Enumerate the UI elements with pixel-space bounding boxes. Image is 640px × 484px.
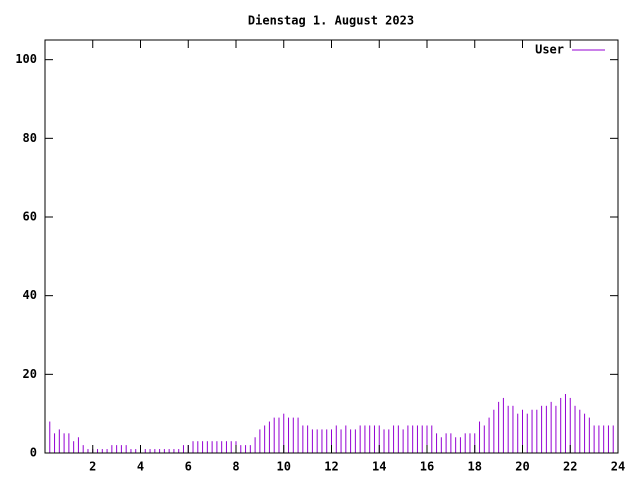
x-tick-label: 24: [611, 460, 625, 474]
x-tick-label: 14: [372, 460, 386, 474]
x-tick-label: 10: [277, 460, 291, 474]
x-tick-label: 22: [563, 460, 577, 474]
x-tick-label: 2: [89, 460, 96, 474]
x-tick-label: 4: [137, 460, 144, 474]
x-tick-label: 8: [232, 460, 239, 474]
y-tick-label: 0: [30, 446, 37, 460]
x-tick-label: 20: [515, 460, 529, 474]
x-tick-label: 6: [185, 460, 192, 474]
y-tick-label: 40: [23, 288, 37, 302]
legend-label: User: [535, 43, 564, 57]
y-tick-label: 100: [15, 52, 37, 66]
x-tick-label: 12: [324, 460, 338, 474]
x-tick-label: 18: [468, 460, 482, 474]
plot-frame: [44, 39, 619, 454]
chart-title: Dienstag 1. August 2023: [248, 14, 414, 28]
y-tick-label: 60: [23, 210, 37, 224]
y-tick-label: 80: [23, 131, 37, 145]
x-tick-label: 16: [420, 460, 434, 474]
y-tick-label: 20: [23, 367, 37, 381]
